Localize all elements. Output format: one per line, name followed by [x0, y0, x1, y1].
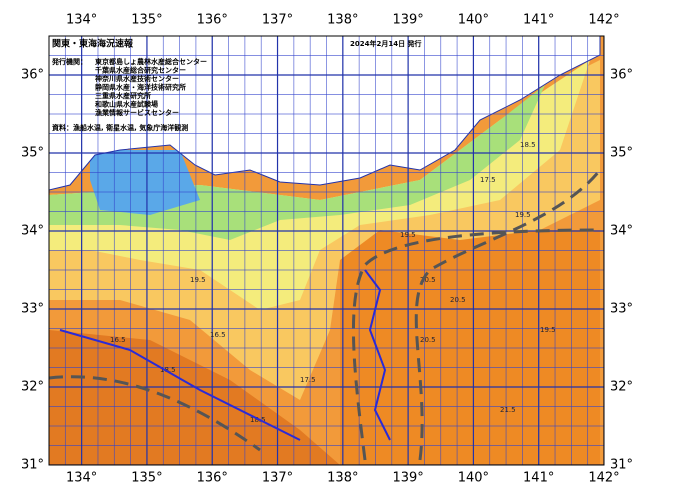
- lon-label: 141°: [523, 471, 554, 486]
- lat-label: 31°: [21, 458, 44, 473]
- lon-label: 138°: [327, 13, 358, 28]
- lat-label: 32°: [610, 380, 633, 395]
- lon-label: 136°: [197, 13, 228, 28]
- lon-label: 139°: [392, 13, 423, 28]
- lat-label: 33°: [610, 302, 633, 317]
- isotherm-label: 16.5: [110, 336, 126, 344]
- isotherm-label: 21.5: [500, 406, 516, 414]
- sea-cool: [49, 60, 590, 310]
- issuer: 東京都島しょ農林水産総合センター: [95, 57, 207, 66]
- isotherm-label: 17.5: [480, 176, 496, 184]
- isotherm-label: 19.5: [540, 326, 556, 334]
- lon-label: 141°: [523, 13, 554, 28]
- isotherm-label: 19.5: [400, 231, 416, 239]
- lat-label: 32°: [21, 380, 44, 395]
- issuer: 神奈川県水産技術センター: [95, 74, 179, 83]
- sea-warmest: [340, 230, 600, 465]
- sea-warm-south: [49, 330, 340, 465]
- issuer: 和歌山県水産試験場: [94, 100, 158, 109]
- issue-date: 2024年2月14日 発行: [350, 39, 422, 48]
- title: 関東・東海海況速報: [52, 38, 134, 50]
- issuer: 三重県水産研究所: [95, 91, 151, 100]
- kuroshio-axis: [414, 169, 602, 461]
- grid: 18.5 19.5 17.5 16.5 20.5 19.5 21.5 18.5 16.5 19.5…: [49, 36, 604, 465]
- lon-label: 135°: [131, 13, 162, 28]
- bay-cold: [90, 150, 200, 215]
- lon-label: 137°: [262, 471, 293, 486]
- isotherm-label: 18.5: [160, 366, 176, 374]
- lon-label: 139°: [392, 471, 423, 486]
- lat-label: 36°: [610, 68, 633, 83]
- axis-labels: 134° 134° 135° 135° 136° 136° 137° 137° 138° 138°…: [21, 13, 633, 486]
- kuroshio-axis: [351, 228, 601, 461]
- lat-label: 36°: [21, 68, 44, 83]
- isotherm-label: 16.5: [210, 331, 226, 339]
- lon-label: 136°: [197, 471, 228, 486]
- isotherm-label: 19.5: [515, 211, 531, 219]
- lat-label: 34°: [21, 224, 44, 239]
- kuroshio-axis: [49, 375, 261, 452]
- issuer: 漁業情報サービスセンター: [95, 108, 179, 117]
- lat-label: 34°: [610, 224, 633, 239]
- isotherm-label: 20.5: [450, 296, 466, 304]
- issuer: 静岡県水産・海洋技術研究所: [95, 83, 186, 92]
- lon-label: 142°: [588, 471, 619, 486]
- lat-label: 35°: [610, 146, 633, 161]
- isotherm-label: 18.5: [520, 141, 536, 149]
- lon-label: 135°: [131, 471, 162, 486]
- lat-label: 31°: [610, 458, 633, 473]
- map-area: 18.5 19.5 17.5 16.5 20.5 19.5 21.5 18.5 16.5 19.5…: [49, 36, 604, 465]
- sources: 資料：漁船水温, 衛星水温, 気象庁海洋観測: [52, 123, 188, 132]
- issuer: 千葉県水産総合研究センター: [95, 66, 186, 75]
- isotherm-label: 20.5: [420, 336, 436, 344]
- frame: [48, 35, 605, 466]
- lat-label: 33°: [21, 302, 44, 317]
- lon-label: 140°: [458, 13, 489, 28]
- lat-label: 35°: [21, 146, 44, 161]
- isotherm-label: 17.5: [300, 376, 316, 384]
- lon-label: 134°: [66, 471, 97, 486]
- isotherm: [364, 269, 391, 441]
- lon-label: 138°: [327, 471, 358, 486]
- isotherm: [59, 329, 301, 441]
- lon-label: 137°: [262, 13, 293, 28]
- isotherm-label: 19.5: [190, 276, 206, 284]
- issuer-list: 東京都島しょ農林水産総合センター千葉県水産総合研究センター神奈川県水産技術センタ…: [94, 57, 207, 117]
- lon-label: 134°: [66, 13, 97, 28]
- lon-label: 142°: [588, 13, 619, 28]
- lon-label: 140°: [458, 471, 489, 486]
- isotherm-label: 20.5: [420, 276, 436, 284]
- issuer-label: 発行機関：: [51, 57, 87, 66]
